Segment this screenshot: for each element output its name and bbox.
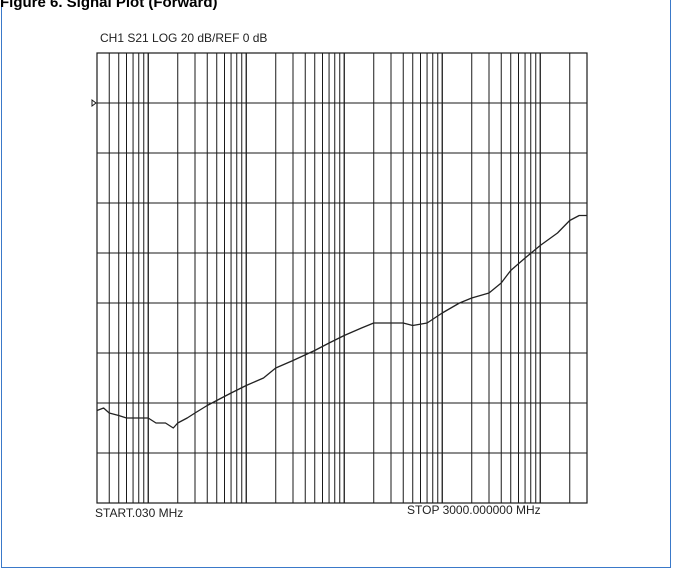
plot-border (96, 52, 588, 504)
channel-header: CH1 S21 LOG 20 dB/REF 0 dB (100, 31, 268, 45)
plot-grid (96, 52, 588, 504)
trace-line (96, 214, 587, 429)
figure-caption: Figure 6. Signal Plot (Forward) (0, 0, 218, 11)
reference-level-marker (91, 99, 97, 107)
start-frequency-label: START.030 MHz (95, 506, 184, 520)
stop-frequency-label: STOP 3000.000000 MHz (407, 503, 541, 517)
plot-marks (91, 99, 587, 429)
